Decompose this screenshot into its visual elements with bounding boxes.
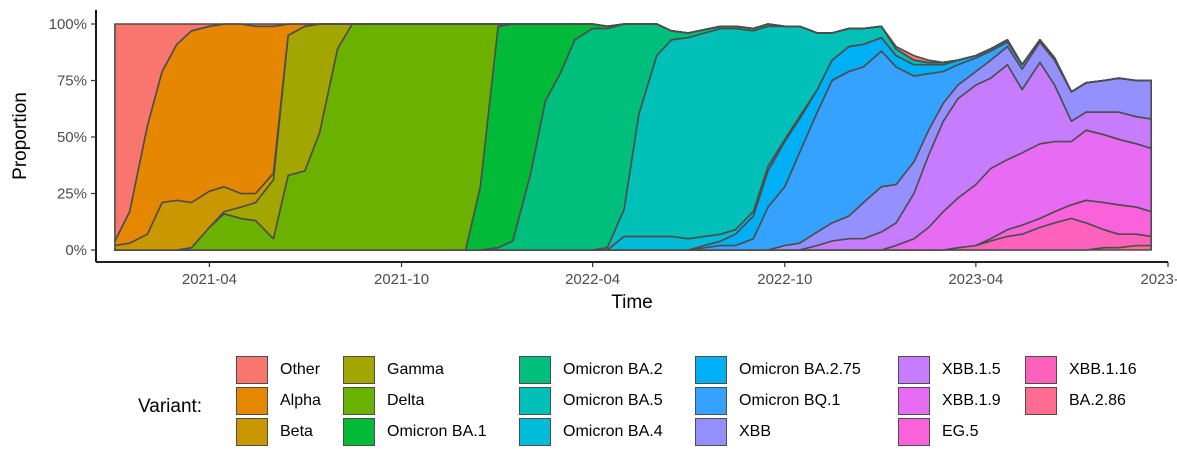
area-other xyxy=(114,23,1152,242)
x-tick-label: 2021-04 xyxy=(182,271,237,288)
x-tick-label: 2023-10 xyxy=(1140,271,1177,288)
x-tick-label: 2021-10 xyxy=(374,271,429,288)
x-axis-title: Time xyxy=(611,292,653,313)
y-axis-title: Proportion xyxy=(10,92,31,180)
area-layers xyxy=(114,23,1152,251)
y-tick-label: 0% xyxy=(65,242,87,259)
y-tick-label: 100% xyxy=(49,16,87,33)
x-tick-label: 2023-04 xyxy=(948,271,1003,288)
axes: 0% 25% 50% 75% 100% 2021-04 2021-10 2022-04 2022… xyxy=(49,10,1177,288)
y-tick-label: 25% xyxy=(57,186,87,203)
y-tick-label: 75% xyxy=(57,73,87,90)
x-tick-label: 2022-04 xyxy=(565,271,620,288)
x-tick-label: 2022-10 xyxy=(757,271,812,288)
y-tick-label: 50% xyxy=(57,129,87,146)
